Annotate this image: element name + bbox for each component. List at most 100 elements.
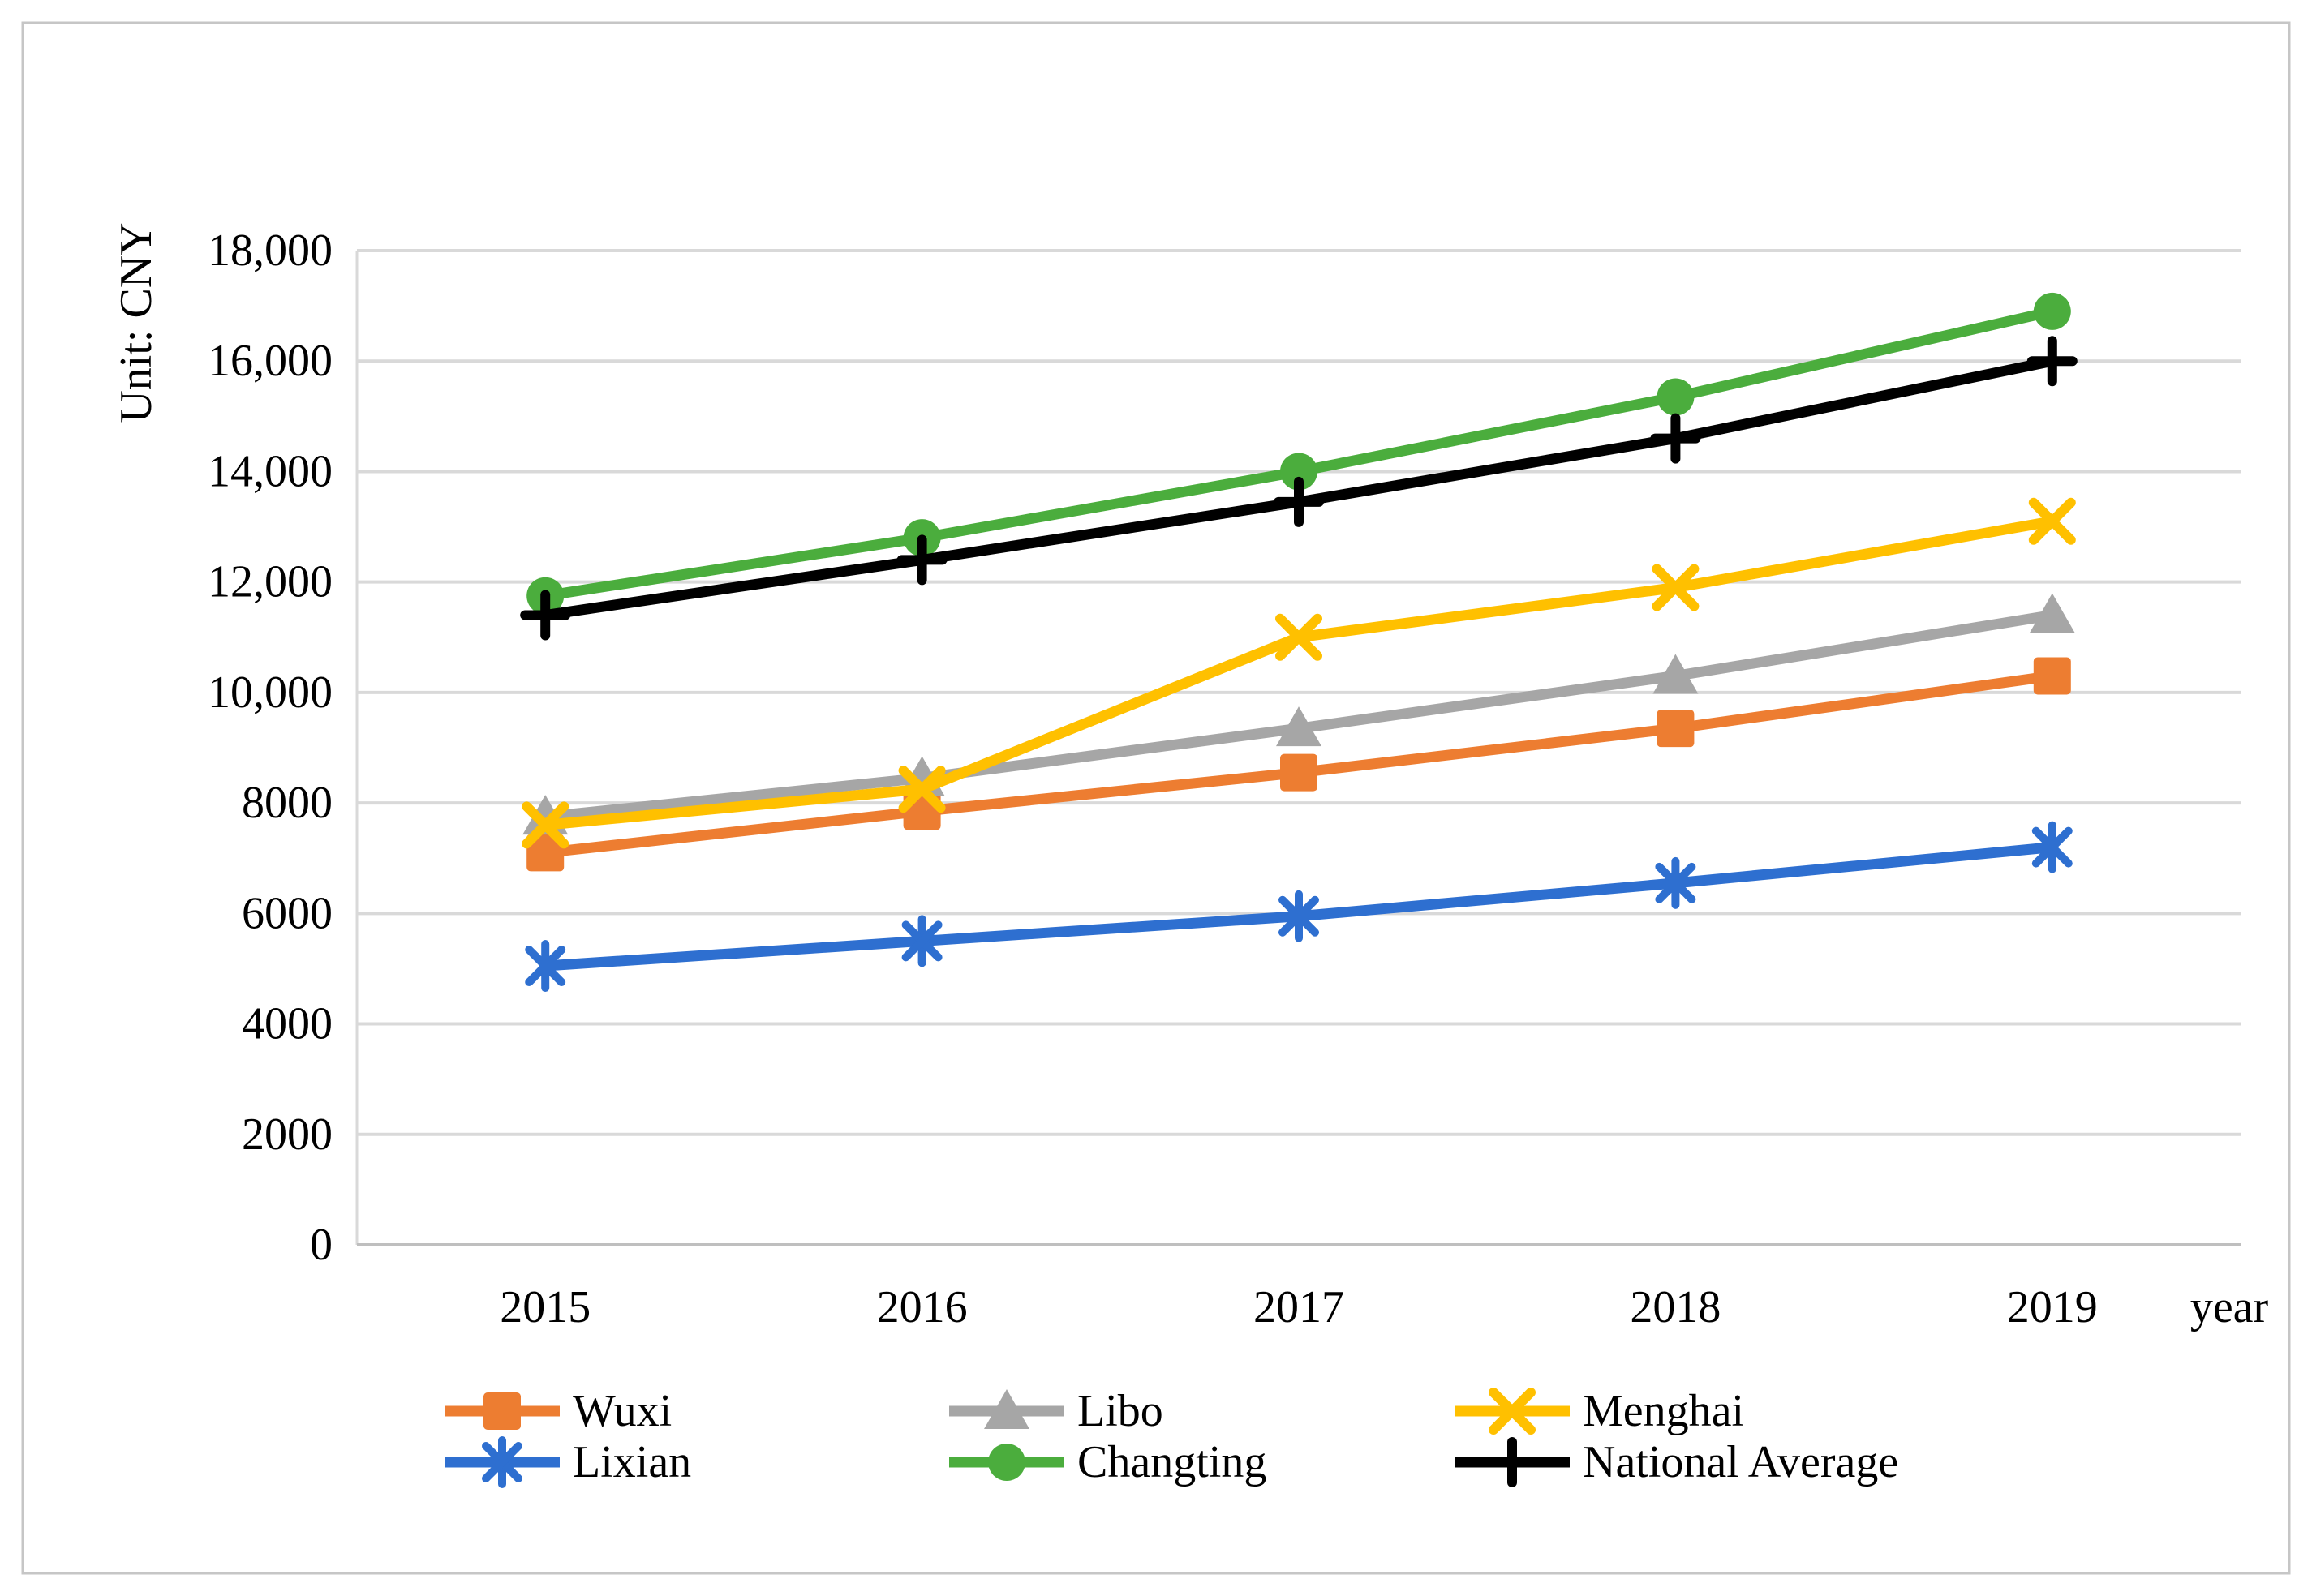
plus-marker	[1274, 476, 1324, 527]
marker-shape	[1657, 378, 1695, 416]
data-point	[1280, 753, 1317, 792]
marker-shape	[483, 1392, 521, 1430]
legend: Wuxi Libo Menghai Lixian Changting National A…	[445, 1386, 1898, 1488]
data-point	[901, 915, 943, 967]
legend-item-changting: Changting	[949, 1437, 1266, 1487]
triangle-marker	[1276, 706, 1321, 747]
data-point	[896, 534, 948, 586]
marker-shape	[2029, 593, 2075, 633]
y-tick-label: 10,000	[208, 667, 333, 718]
circle-marker	[1657, 378, 1695, 416]
asterisk-marker	[1655, 856, 1696, 909]
series-changting	[526, 292, 2071, 615]
marker-arm	[1278, 895, 1319, 937]
marker-shape	[2033, 657, 2071, 695]
marker-shape	[1276, 706, 1321, 747]
data-point	[522, 801, 569, 849]
legend-label: Libo	[1077, 1386, 1163, 1436]
y-tick-label: 4000	[242, 999, 333, 1049]
marker-arm	[482, 1442, 522, 1482]
y-tick-label: 16,000	[208, 336, 333, 386]
triangle-marker	[984, 1389, 1029, 1429]
data-point	[2033, 657, 2071, 695]
y-axis-unit-label: Unit: CNY	[111, 222, 161, 423]
y-tick-label: 2000	[242, 1109, 333, 1160]
y-tick-label: 8000	[242, 778, 333, 828]
asterisk-marker	[1278, 890, 1319, 942]
legend-label: National Average	[1583, 1437, 1898, 1487]
square-marker	[483, 1392, 521, 1430]
y-tick-label: 18,000	[208, 225, 333, 276]
series-libo	[522, 593, 2075, 835]
data-point	[898, 766, 946, 813]
circle-marker	[1280, 453, 1317, 491]
marker-arm	[898, 766, 946, 813]
triangle-marker	[1652, 654, 1699, 694]
square-marker	[526, 834, 565, 872]
legend-item-libo: Libo	[949, 1386, 1163, 1436]
y-tick-label: 12,000	[208, 557, 333, 607]
data-point	[2029, 593, 2075, 633]
legend-label: Changting	[1077, 1437, 1266, 1487]
y-tick-label: 6000	[242, 888, 333, 938]
series-national-average	[520, 336, 2078, 641]
x-marker	[1652, 564, 1700, 611]
x-tick-label: 2016	[877, 1282, 968, 1332]
x-axis-tick-labels: 2015 2016 2017 2018 2019	[500, 1282, 2098, 1332]
x-marker	[1489, 1388, 1536, 1435]
marker-arm	[2028, 497, 2076, 545]
square-marker	[1657, 710, 1695, 748]
legend-item-lixian: Lixian	[445, 1436, 691, 1488]
plus-marker	[520, 590, 571, 641]
asterisk-marker	[482, 1436, 522, 1488]
legend-item-menghai: Menghai	[1455, 1386, 1744, 1436]
x-tick-label: 2019	[2007, 1282, 2098, 1332]
circle-marker	[2033, 292, 2071, 330]
data-point	[1652, 564, 1700, 611]
asterisk-marker	[525, 940, 566, 993]
data-point	[525, 940, 566, 993]
series-lixian	[525, 821, 2073, 993]
series-wuxi	[526, 657, 2071, 872]
square-marker	[2033, 657, 2071, 695]
y-tick-label: 14,000	[208, 446, 333, 496]
legend-item-wuxi: Wuxi	[445, 1386, 672, 1436]
marker-arm	[525, 946, 566, 987]
asterisk-marker	[2031, 821, 2073, 873]
data-point	[1274, 476, 1324, 527]
marker-arm	[1275, 613, 1322, 661]
marker-shape	[1280, 453, 1317, 491]
x-marker	[2028, 497, 2076, 545]
y-axis-tick-labels: 18,000 16,000 14,000 12,000 10,000 8000 6000 40…	[208, 225, 333, 1270]
x-axis-title: year	[2190, 1282, 2269, 1332]
data-point	[1652, 654, 1699, 694]
marker-arm	[1655, 862, 1696, 903]
marker-arm	[522, 801, 569, 849]
y-tick-label: 0	[310, 1220, 333, 1270]
data-point	[2031, 821, 2073, 873]
legend-label: Wuxi	[573, 1386, 672, 1436]
marker-shape	[526, 834, 565, 872]
marker-arm	[1652, 564, 1700, 611]
data-point	[1650, 413, 1701, 464]
plus-marker	[1650, 413, 1701, 464]
x-tick-label: 2018	[1630, 1282, 1721, 1332]
x-tick-label: 2017	[1253, 1282, 1344, 1332]
circle-marker	[988, 1444, 1025, 1481]
square-marker	[1280, 753, 1317, 792]
marker-shape	[1657, 710, 1695, 748]
plus-marker	[2026, 336, 2078, 387]
x-marker	[1275, 613, 1322, 661]
data-point	[1276, 706, 1321, 747]
legend-label: Lixian	[573, 1437, 691, 1487]
legend-item-national-average: National Average	[1455, 1437, 1898, 1487]
data-point	[1657, 710, 1695, 748]
x-tick-label: 2015	[500, 1282, 591, 1332]
x-marker	[522, 801, 569, 849]
legend-label: Menghai	[1583, 1386, 1744, 1436]
marker-arm	[2031, 826, 2073, 868]
asterisk-marker	[901, 915, 943, 967]
data-point	[2026, 336, 2078, 387]
